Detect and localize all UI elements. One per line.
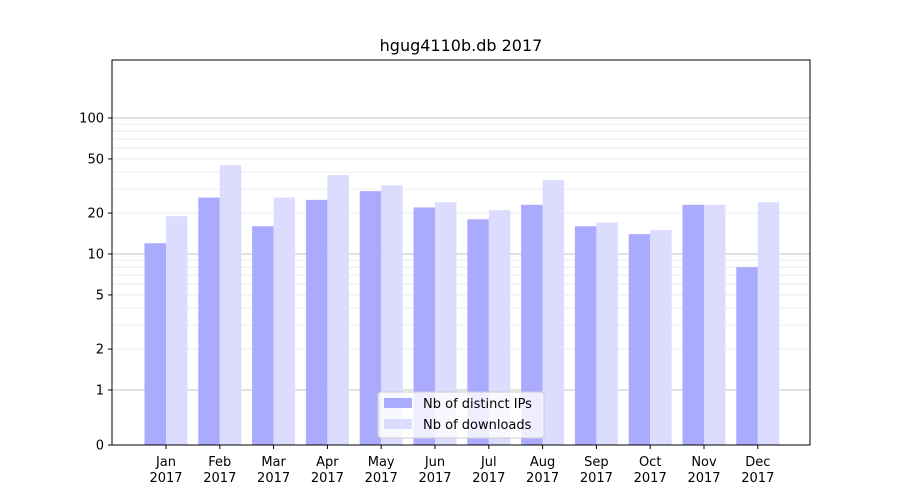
bar-downloads	[381, 185, 403, 445]
bar-distinct-ips	[682, 204, 704, 445]
x-tick-label-year: 2017	[365, 471, 398, 486]
x-tick-label-month: Feb	[208, 455, 231, 470]
x-tick-label-month: Sep	[584, 455, 609, 470]
y-tick-label: 2	[96, 343, 104, 358]
legend-label: Nb of distinct IPs	[423, 397, 532, 412]
y-tick-label: 1	[96, 384, 104, 399]
legend-label: Nb of downloads	[423, 418, 532, 433]
x-tick-label-month: Mar	[261, 455, 286, 470]
x-tick-label-year: 2017	[526, 471, 559, 486]
x-tick-label-month: Nov	[691, 455, 717, 470]
bar-downloads	[542, 180, 565, 445]
x-tick-label-year: 2017	[418, 471, 451, 486]
y-tick-label: 5	[96, 288, 104, 303]
y-tick-label: 10	[87, 248, 104, 263]
bar-distinct-ips	[359, 191, 382, 445]
bar-distinct-ips	[628, 234, 651, 445]
y-tick-label: 20	[87, 207, 104, 222]
bar-downloads	[219, 165, 242, 446]
x-tick-label-month: Dec	[745, 455, 770, 470]
x-tick-label-month: Jun	[424, 455, 445, 470]
bar-downloads	[596, 222, 618, 445]
bar-distinct-ips	[521, 204, 543, 445]
y-tick-label: 100	[79, 112, 104, 127]
bar-downloads	[650, 230, 672, 445]
y-tick-label: 50	[87, 152, 104, 167]
x-tick-label-year: 2017	[634, 471, 667, 486]
bar-downloads	[273, 197, 296, 445]
x-tick-label-year: 2017	[741, 471, 774, 486]
x-tick-label-month: Aug	[530, 455, 555, 470]
bar-distinct-ips	[144, 243, 166, 445]
y-tick-label: 0	[96, 439, 104, 454]
legend-swatch	[384, 419, 412, 429]
x-tick-label-year: 2017	[149, 471, 182, 486]
x-tick-label-month: Apr	[316, 455, 339, 470]
x-tick-label-month: Oct	[639, 455, 661, 470]
bar-downloads	[757, 202, 780, 445]
bar-downloads	[435, 202, 457, 445]
x-tick-label-year: 2017	[257, 471, 290, 486]
x-tick-label-year: 2017	[687, 471, 720, 486]
legend-box	[377, 391, 545, 439]
bar-distinct-ips	[413, 207, 435, 445]
x-tick-label-month: Jul	[480, 455, 497, 470]
x-tick-label-year: 2017	[311, 471, 344, 486]
x-tick-label-year: 2017	[472, 471, 505, 486]
bars	[144, 165, 780, 446]
bar-distinct-ips	[252, 226, 274, 445]
x-tick-label-year: 2017	[203, 471, 236, 486]
bar-downloads	[327, 175, 349, 446]
legend: Nb of distinct IPs Nb of downloads	[377, 391, 545, 439]
plot-frame	[111, 59, 811, 446]
x-axis: Jan2017Feb2017Mar2017Apr2017May2017Jun20…	[149, 445, 774, 486]
bar-downloads	[488, 210, 511, 445]
bar-downloads	[704, 204, 726, 445]
bar-distinct-ips	[467, 219, 489, 445]
bar-distinct-ips	[736, 267, 758, 445]
x-tick-label-month: May	[368, 455, 395, 470]
x-tick-label-year: 2017	[580, 471, 613, 486]
bar-distinct-ips	[198, 197, 220, 445]
x-tick-label-month: Jan	[155, 455, 176, 470]
bar-distinct-ips	[574, 226, 597, 445]
chart-title: hgug4110b.db 2017	[380, 36, 543, 55]
bar-distinct-ips	[305, 199, 328, 445]
bar-downloads	[166, 216, 188, 445]
legend-swatch	[384, 398, 412, 408]
y-axis: 0 1 2 5 10 20 50 100	[79, 112, 112, 454]
